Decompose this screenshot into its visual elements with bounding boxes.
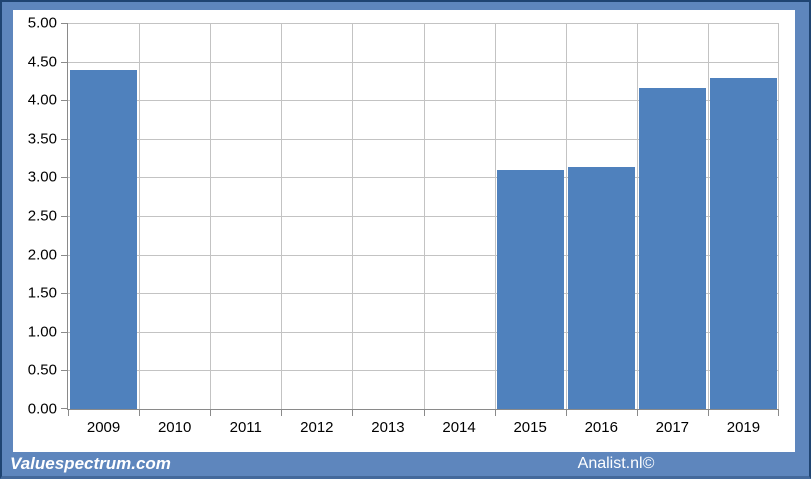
bar-2016 bbox=[567, 167, 635, 409]
h-gridline bbox=[68, 332, 779, 333]
x-axis-tick-label: 2010 bbox=[157, 419, 192, 436]
y-axis-tick bbox=[61, 216, 67, 217]
x-axis-tick-label: 2015 bbox=[513, 419, 547, 436]
x-axis-tick-label: 2012 bbox=[300, 419, 334, 436]
x-axis-tick-label: 2013 bbox=[371, 419, 405, 436]
v-gridline bbox=[139, 23, 140, 409]
y-axis-tick bbox=[61, 255, 67, 256]
x-axis-tick bbox=[281, 410, 282, 416]
x-axis-tick bbox=[352, 410, 353, 416]
y-axis-tick-label: 1.00 bbox=[27, 323, 57, 341]
y-axis-labels: 0.00 0.50 1.00 1.50 2.00 2.50 3.00 3.50 4.00 4.50… bbox=[13, 15, 61, 418]
v-gridline bbox=[637, 23, 638, 409]
h-gridline bbox=[68, 293, 779, 294]
x-axis-tick-label: 2019 bbox=[726, 419, 761, 436]
h-gridline bbox=[68, 216, 779, 217]
h-gridline bbox=[68, 177, 779, 178]
v-gridline bbox=[210, 23, 211, 409]
y-axis-tick-label: 4.50 bbox=[27, 53, 57, 71]
v-gridline bbox=[778, 23, 779, 409]
bar-2017 bbox=[638, 88, 706, 409]
y-axis-tick-label: 0.00 bbox=[27, 400, 57, 418]
x-axis-tick bbox=[566, 410, 567, 416]
y-axis-tick-label: 3.50 bbox=[27, 130, 57, 148]
x-axis-tick bbox=[210, 410, 211, 416]
x-axis-tick-label: 2011 bbox=[229, 419, 262, 436]
v-gridline bbox=[708, 23, 709, 409]
x-axis-tick-label: 2009 bbox=[86, 419, 121, 436]
x-axis-tick-label: 2017 bbox=[655, 419, 690, 436]
y-axis-tick bbox=[61, 370, 67, 371]
x-axis-tick bbox=[495, 410, 496, 416]
y-axis-tick bbox=[61, 139, 67, 140]
h-gridline bbox=[68, 255, 779, 256]
y-axis-tick bbox=[61, 293, 67, 294]
y-axis-tick-label: 0.50 bbox=[27, 361, 57, 379]
bar-2009 bbox=[70, 70, 138, 409]
x-axis-tick bbox=[637, 410, 638, 416]
x-axis-tick bbox=[424, 410, 425, 416]
bar-2015 bbox=[496, 170, 564, 409]
h-gridline bbox=[68, 370, 779, 371]
x-axis-tick-label: 2014 bbox=[442, 419, 476, 436]
x-axis-tick bbox=[708, 410, 709, 416]
valuespectrum-watermark: Valuespectrum.com bbox=[10, 454, 171, 473]
y-axis-tick bbox=[61, 100, 67, 101]
x-axis-tick bbox=[68, 410, 69, 416]
y-axis-tick-label: 2.50 bbox=[27, 207, 57, 225]
y-axis-tick-label: 4.00 bbox=[27, 91, 57, 109]
analist-watermark: Analist.nl© bbox=[577, 455, 655, 472]
y-axis-tick-label: 3.00 bbox=[27, 168, 57, 186]
h-gridline bbox=[68, 100, 779, 101]
chart-panel: 0.00 0.50 1.00 1.50 2.00 2.50 3.00 3.50 4.00 4.50… bbox=[13, 10, 795, 452]
h-gridline bbox=[68, 62, 779, 63]
y-axis-tick bbox=[61, 332, 67, 333]
bar-2019 bbox=[709, 78, 777, 409]
v-gridline bbox=[566, 23, 567, 409]
y-axis-tick-label: 1.50 bbox=[27, 284, 57, 302]
footer-band: Valuespectrum.com Analist.nl© bbox=[2, 452, 809, 476]
plot-area bbox=[61, 23, 779, 416]
v-gridline bbox=[495, 23, 496, 409]
y-axis-tick-label: 2.00 bbox=[27, 246, 57, 264]
x-axis-labels: 2009 2010 2011 2012 2013 2014 2015 2016 2017 2019 bbox=[68, 419, 779, 441]
y-axis-tick-label: 5.00 bbox=[27, 14, 57, 32]
x-axis-tick bbox=[778, 410, 779, 416]
y-axis-tick bbox=[61, 177, 67, 178]
y-axis-tick bbox=[61, 408, 67, 409]
x-axis-tick-label: 2016 bbox=[584, 419, 618, 436]
h-gridline bbox=[68, 23, 779, 24]
v-gridline bbox=[352, 23, 353, 409]
y-axis-tick bbox=[61, 62, 67, 63]
h-gridline bbox=[68, 139, 779, 140]
y-axis-tick bbox=[61, 23, 67, 24]
x-axis-tick bbox=[139, 410, 140, 416]
v-gridline bbox=[424, 23, 425, 409]
v-gridline bbox=[281, 23, 282, 409]
